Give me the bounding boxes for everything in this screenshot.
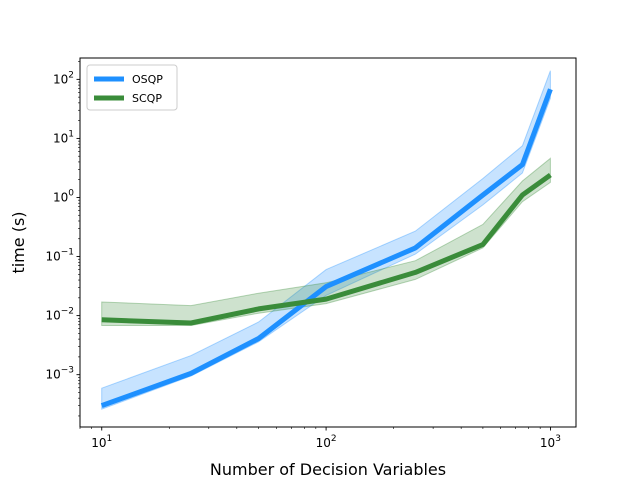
scqp-point-4 <box>413 270 418 275</box>
scqp-point-1 <box>189 321 194 326</box>
scqp-point-6 <box>520 193 525 198</box>
scqp-point-3 <box>324 297 329 302</box>
x-tick-label-0: 101 <box>91 434 112 450</box>
y-axis-label: time (s) <box>9 211 28 273</box>
y-tick-label-5: 102 <box>53 70 74 86</box>
y-tick-label-3: 100 <box>53 188 74 204</box>
x-axis-ticks: 101 102 103 <box>79 427 561 450</box>
osqp-point-1 <box>189 371 194 376</box>
x-tick-label-2: 103 <box>540 434 561 450</box>
osqp-confidence-band <box>101 70 551 410</box>
scqp-point-5 <box>480 242 485 247</box>
scqp-confidence-band <box>101 157 551 326</box>
series-lines <box>99 87 553 408</box>
y-tick-label-1: 10−2 <box>45 307 74 323</box>
scqp-legend-label: SCQP <box>132 92 162 105</box>
plot-area-frame <box>79 57 577 428</box>
osqp-point-0 <box>99 403 104 408</box>
osqp-point-2 <box>256 336 261 341</box>
confidence-bands <box>101 70 551 410</box>
osqp-point-6 <box>520 162 525 167</box>
y-axis-ticks: 10−3 10−2 10−1 100 101 102 <box>45 61 80 417</box>
x-axis-label: Number of Decision Variables <box>210 460 446 479</box>
osqp-point-5 <box>480 193 485 198</box>
osqp-point-4 <box>413 245 418 250</box>
y-tick-label-4: 101 <box>53 129 74 145</box>
osqp-legend-label: OSQP <box>132 73 163 86</box>
y-tick-label-0: 10−3 <box>45 366 74 382</box>
scqp-point-2 <box>256 306 261 311</box>
osqp-point-3 <box>324 284 329 289</box>
legend: OSQP SCQP <box>86 64 178 111</box>
osqp-series-line <box>100 88 553 408</box>
y-tick-label-2: 10−1 <box>45 248 74 264</box>
x-tick-label-1: 102 <box>316 434 337 450</box>
osqp-point-7 <box>548 87 553 92</box>
scqp-series-line <box>101 172 552 326</box>
scqp-point-7 <box>548 173 553 178</box>
scqp-point-0 <box>99 317 104 322</box>
